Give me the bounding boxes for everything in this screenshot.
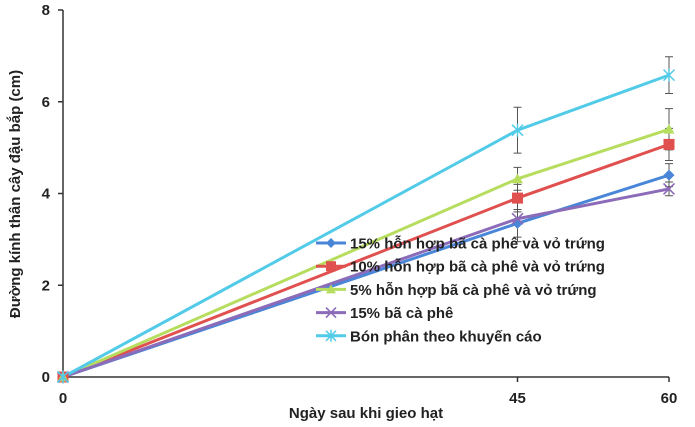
data-point bbox=[663, 138, 675, 150]
legend-label: 5% hỗn hợp bã cà phê và vỏ trứng bbox=[350, 282, 597, 299]
tick-marks bbox=[58, 9, 670, 382]
y-tick-label: 0 bbox=[42, 369, 50, 386]
error-bars bbox=[513, 56, 673, 243]
legend-item: 10% hỗn hợp bã cà phê và vỏ trứng bbox=[316, 259, 605, 276]
data-point bbox=[662, 68, 676, 82]
legend-item: 15% hỗn hợp bã cà phê và vỏ trứng bbox=[316, 236, 605, 253]
x-tick-label: 0 bbox=[59, 390, 67, 407]
data-point bbox=[663, 169, 675, 181]
legend-marker bbox=[325, 329, 337, 342]
y-tick-label: 4 bbox=[42, 186, 51, 203]
legend-item: Bón phân theo khuyến cáo bbox=[316, 328, 542, 345]
y-tick-label: 2 bbox=[42, 277, 50, 294]
x-tick-label: 60 bbox=[661, 390, 678, 407]
y-axis-title: Đường kính thân cây đậu bắp (cm) bbox=[6, 70, 24, 318]
data-point bbox=[512, 173, 523, 184]
data-point bbox=[511, 212, 524, 225]
data-point bbox=[663, 123, 675, 134]
legend-item: 15% bã cà phê bbox=[316, 305, 453, 322]
legend-marker bbox=[325, 307, 337, 319]
legend-label: 10% hỗn hợp bã cà phê và vỏ trứng bbox=[350, 259, 605, 276]
data-point bbox=[56, 370, 70, 384]
x-axis-title: Ngày sau khi gieo hạt bbox=[289, 405, 443, 422]
legend-marker bbox=[326, 261, 336, 272]
legend-marker bbox=[326, 284, 336, 294]
y-tick-label: 6 bbox=[42, 94, 50, 111]
legend-marker bbox=[326, 238, 336, 248]
legend-item: 5% hỗn hợp bã cà phê và vỏ trứng bbox=[316, 282, 597, 299]
y-tick-label: 8 bbox=[42, 2, 50, 19]
data-point bbox=[512, 192, 523, 204]
series-markers bbox=[56, 68, 676, 384]
legend: 15% hỗn hợp bã cà phê và vỏ trứng 10% hỗn… bbox=[316, 236, 605, 345]
tick-labels: 0 2 4 6 8 0 45 60 bbox=[42, 2, 678, 407]
data-point bbox=[662, 182, 676, 195]
legend-label: 15% bã cà phê bbox=[350, 305, 453, 322]
data-point bbox=[511, 123, 524, 137]
legend-label: 15% hỗn hợp bã cà phê và vỏ trứng bbox=[350, 236, 605, 253]
x-tick-label: 45 bbox=[509, 390, 526, 407]
legend-label: Bón phân theo khuyến cáo bbox=[350, 328, 542, 345]
